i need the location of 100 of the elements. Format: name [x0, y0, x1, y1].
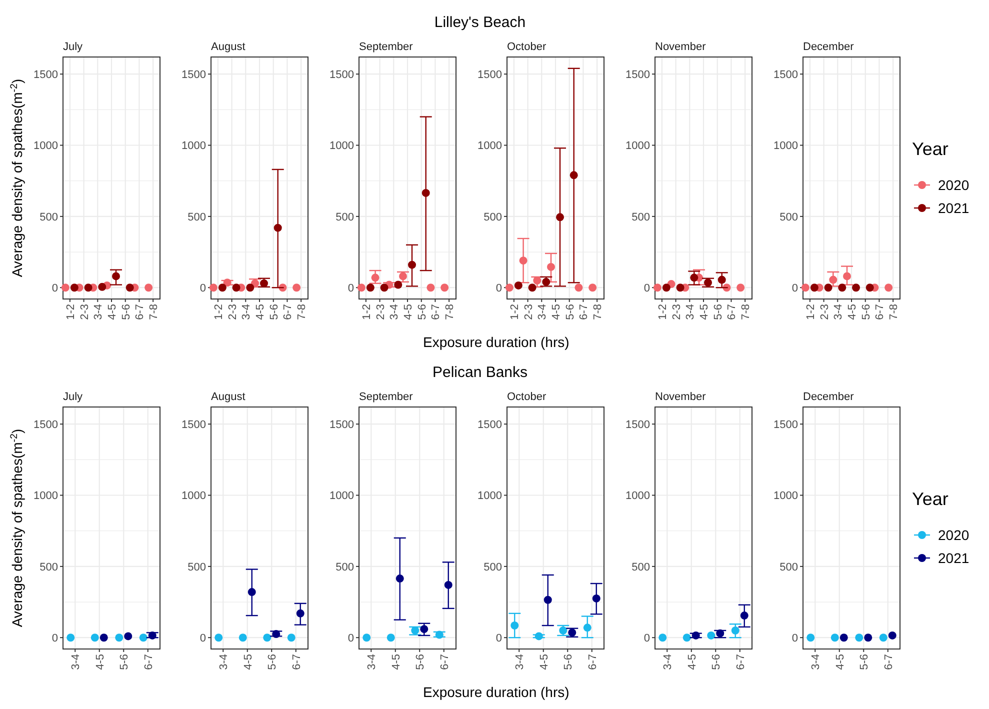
legend-label: 2020 [938, 176, 970, 193]
y-tick-label: 500 [188, 211, 206, 224]
y-tick-label: 1000 [478, 490, 502, 502]
x-tick-label: 7-8 [148, 304, 160, 320]
legend-label: 2021 [938, 200, 970, 216]
y-tick-label: 1000 [182, 140, 206, 152]
y-tick-label: 1500 [478, 418, 502, 431]
y-tick-label: 0 [792, 282, 798, 294]
x-tick-label: 7-8 [592, 304, 604, 320]
x-tick-label: 2-3 [522, 304, 535, 320]
x-tick-label: 4-5 [402, 304, 414, 320]
x-tick-label: 5-6 [268, 304, 280, 320]
x-tick-label: 1-2 [804, 304, 817, 320]
x-tick-label: 1-2 [64, 304, 77, 320]
y-tick-label: 0 [496, 282, 502, 294]
y-tick-label: 1000 [34, 140, 58, 152]
legend-label: 2021 [938, 550, 970, 566]
y-tick-label: 1000 [330, 140, 354, 152]
y-tick-label: 1000 [774, 490, 798, 502]
chart-title: October [507, 41, 546, 53]
x-tick-label: 6-7 [134, 304, 146, 320]
y-tick-label: 500 [632, 211, 650, 224]
y-tick-label: 1500 [182, 68, 206, 81]
y-tick-label: 1000 [626, 490, 650, 502]
x-tick-label: 5-6 [562, 654, 575, 670]
y-tick-label: 500 [336, 211, 354, 224]
y-tick-label: 0 [644, 632, 650, 644]
x-tick-label: 5-6 [120, 304, 132, 320]
y-tick-label: 0 [52, 282, 58, 294]
x-tick-label: 6-7 [282, 304, 294, 320]
x-tick-label: 5-6 [266, 654, 279, 670]
chart-title: October [507, 391, 546, 403]
x-tick-label: 3-4 [662, 654, 674, 670]
x-tick-label: 4-5 [834, 654, 846, 670]
x-tick-label: 4-5 [538, 654, 550, 670]
x-axis-title: Exposure duration (hrs) [423, 684, 570, 700]
x-tick-label: 6-7 [430, 304, 442, 320]
chart-title: August [211, 391, 246, 403]
x-tick-label: 3-4 [388, 304, 401, 320]
y-tick-label: 1000 [330, 490, 354, 502]
legend-label: 2020 [938, 526, 970, 543]
chart-title: December [803, 391, 854, 403]
x-tick-label: 3-4 [366, 654, 378, 670]
y-tick-label: 0 [348, 632, 354, 644]
x-tick-label: 6-7 [734, 654, 747, 670]
chart-title: December [803, 41, 854, 53]
y-tick-label: 1500 [626, 68, 650, 81]
x-tick-label: 3-4 [684, 304, 697, 320]
x-tick-label: 3-4 [70, 654, 82, 670]
y-tick-label: 500 [188, 561, 206, 574]
x-tick-label: 6-7 [726, 304, 738, 320]
chart-title: August [211, 41, 246, 53]
x-tick-label: 7-8 [444, 304, 456, 320]
text: Pelican Banks [432, 364, 528, 381]
x-tick-label: 5-6 [416, 304, 428, 320]
x-tick-label: 3-4 [810, 654, 822, 670]
x-tick-label: 4-5 [106, 304, 118, 320]
chart-title: September [359, 391, 414, 403]
y-tick-label: 500 [780, 561, 798, 574]
legend-title: Year [912, 489, 948, 509]
y-tick-label: 0 [644, 282, 650, 294]
y-tick-label: 1500 [330, 68, 354, 81]
x-tick-label: 4-5 [550, 304, 562, 320]
x-tick-label: 2-3 [670, 304, 683, 320]
x-tick-label: 7-8 [888, 304, 900, 320]
chart-title: July [63, 391, 84, 403]
x-tick-label: 1-2 [508, 304, 521, 320]
x-tick-label: 3-4 [832, 304, 845, 320]
x-tick-label: 6-7 [874, 304, 886, 320]
x-tick-label: 5-6 [414, 654, 427, 670]
y-tick-label: 1500 [182, 418, 206, 431]
chart-title: July [63, 41, 84, 53]
x-tick-label: 7-8 [740, 304, 752, 320]
x-tick-label: 4-5 [254, 304, 266, 320]
x-tick-label: 4-5 [390, 654, 402, 670]
y-tick-label: 1500 [774, 68, 798, 81]
y-tick-label: 1500 [626, 418, 650, 431]
x-tick-label: 2-3 [78, 304, 91, 320]
x-tick-label: 3-4 [218, 654, 230, 670]
y-tick-label: 500 [40, 211, 58, 224]
x-tick-label: 5-6 [118, 654, 131, 670]
text: Lilley's Beach [434, 14, 526, 31]
y-tick-label: 0 [200, 282, 206, 294]
x-tick-label: 2-3 [374, 304, 387, 320]
y-tick-label: 1000 [34, 490, 58, 502]
x-axis-title: Exposure duration (hrs) [423, 334, 570, 350]
y-tick-label: 0 [496, 632, 502, 644]
x-tick-label: 4-5 [698, 304, 710, 320]
y-tick-label: 500 [632, 561, 650, 574]
x-tick-label: 4-5 [94, 654, 106, 670]
y-tick-label: 1000 [626, 140, 650, 152]
x-tick-label: 6-7 [290, 654, 303, 670]
x-tick-label: 6-7 [586, 654, 599, 670]
x-tick-label: 6-7 [578, 304, 590, 320]
x-tick-label: 4-5 [686, 654, 698, 670]
y-tick-label: 1500 [34, 68, 58, 81]
x-tick-label: 2-3 [818, 304, 831, 320]
x-tick-label: 5-6 [710, 654, 723, 670]
x-tick-label: 4-5 [846, 304, 858, 320]
y-tick-label: 500 [484, 211, 502, 224]
